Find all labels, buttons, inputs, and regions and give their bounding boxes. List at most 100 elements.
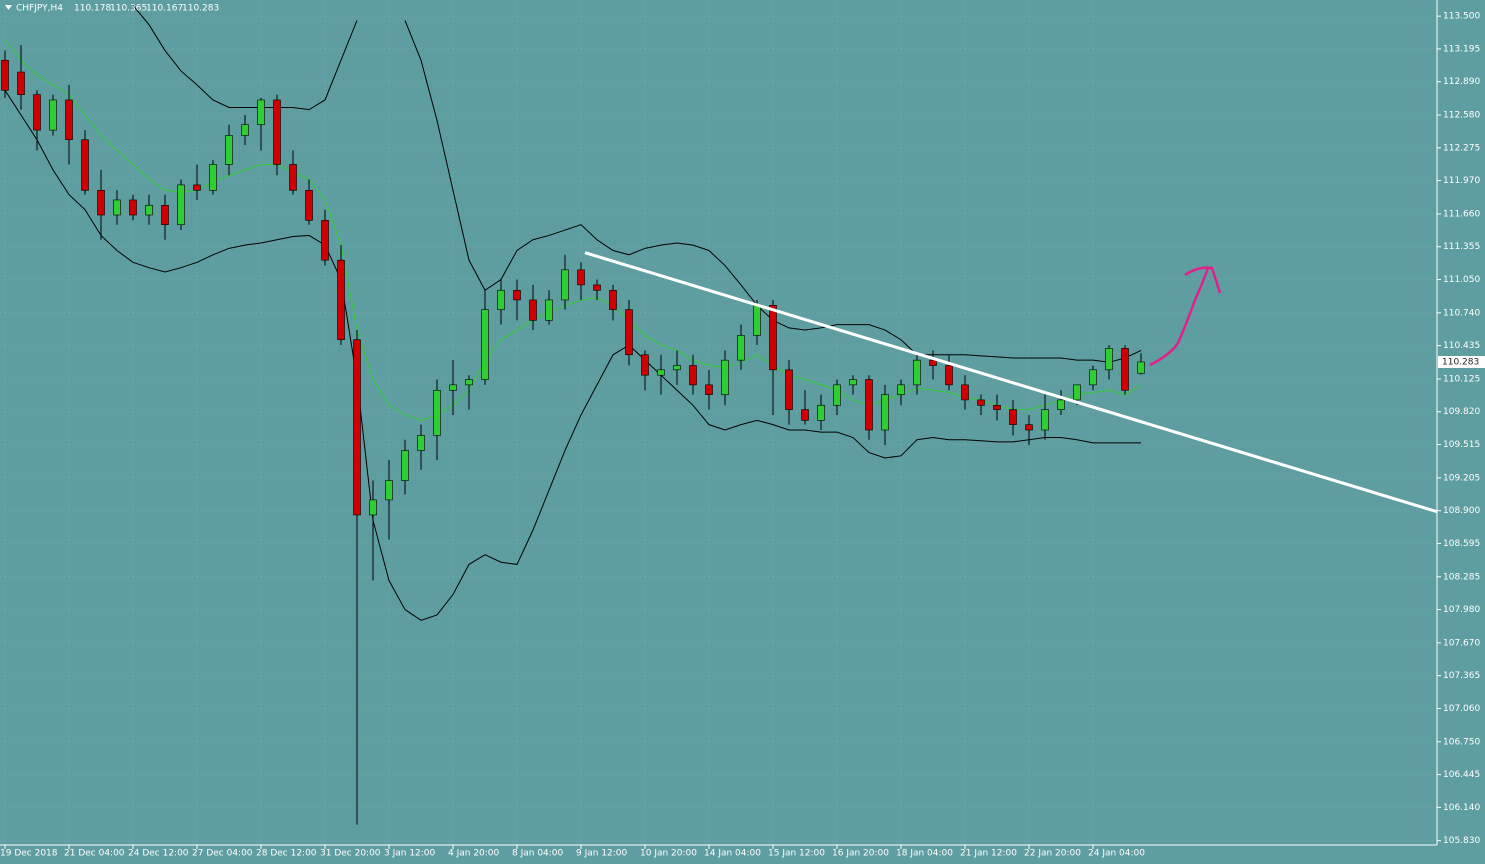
- y-tick-label: 108.595: [1443, 539, 1480, 549]
- y-tick-label: 108.285: [1443, 572, 1480, 582]
- candle-body: [433, 389, 441, 436]
- x-tick-label: 24 Jan 04:00: [1088, 849, 1145, 859]
- candle-body: [529, 299, 537, 321]
- candle-body: [705, 384, 713, 395]
- y-tick-label: 106.140: [1443, 803, 1480, 813]
- x-tick-label: 21 Jan 12:00: [960, 849, 1017, 859]
- y-tick-label: 106.445: [1443, 770, 1480, 780]
- candle-body: [97, 189, 105, 216]
- candle-body: [737, 335, 745, 361]
- y-tick-label: 107.670: [1443, 638, 1480, 648]
- candle-body: [897, 384, 905, 395]
- candle-body: [465, 379, 473, 386]
- y-tick-label: 112.275: [1443, 143, 1480, 153]
- candle-body: [145, 205, 153, 216]
- candle-body: [1137, 361, 1145, 374]
- y-tick-label: 106.750: [1443, 737, 1480, 747]
- candle-body: [1073, 384, 1081, 401]
- candle-body: [673, 365, 681, 371]
- candle-body: [561, 269, 569, 301]
- x-tick-label: 19 Dec 2018: [0, 849, 58, 859]
- candle-body: [385, 480, 393, 501]
- candle-body: [769, 305, 777, 371]
- header-low: 110.167: [146, 4, 183, 14]
- header-high: 110.365: [110, 4, 147, 14]
- y-tick-label: 110.125: [1443, 374, 1480, 384]
- candle-body: [1025, 424, 1033, 431]
- current-price-label: 110.283: [1442, 357, 1479, 367]
- x-tick-label: 10 Jan 20:00: [640, 849, 697, 859]
- candle-body: [1009, 409, 1017, 425]
- candle-body: [321, 220, 329, 261]
- drawn-arrow: [1149, 267, 1210, 367]
- y-tick-label: 113.195: [1443, 44, 1480, 54]
- candle-body: [801, 409, 809, 421]
- x-tick-label: 16 Jan 20:00: [832, 849, 889, 859]
- y-tick-label: 108.900: [1443, 506, 1480, 516]
- candle-body: [977, 399, 985, 406]
- y-tick-label: 113.500: [1443, 12, 1480, 22]
- y-tick-label: 111.355: [1443, 242, 1480, 252]
- x-tick-label: 24 Dec 12:00: [128, 849, 189, 859]
- candle-body: [129, 199, 137, 216]
- candle-body: [305, 189, 313, 221]
- candle-body: [481, 309, 489, 380]
- candle-body: [1089, 369, 1097, 386]
- candle-body: [49, 99, 57, 131]
- candle-body: [81, 139, 89, 191]
- candle-body: [353, 339, 361, 516]
- candle-body: [1, 59, 9, 91]
- x-tick-label: 9 Jan 12:00: [576, 849, 628, 859]
- candle-body: [785, 369, 793, 410]
- y-tick-label: 109.515: [1443, 440, 1480, 450]
- indicator-line: [4, 90, 1141, 621]
- x-tick-label: 8 Jan 04:00: [512, 849, 564, 859]
- candle-body: [577, 269, 585, 286]
- x-tick-label: 27 Dec 04:00: [192, 849, 253, 859]
- y-tick-label: 111.050: [1443, 275, 1480, 285]
- candle-body: [929, 359, 937, 366]
- candle-body: [545, 299, 553, 321]
- indicator-line: [4, 39, 1142, 421]
- candle-body: [65, 99, 73, 141]
- candle-body: [369, 499, 377, 516]
- candle-body: [593, 284, 601, 291]
- candle-body: [1105, 348, 1113, 371]
- candle-body: [1121, 348, 1129, 391]
- x-tick-label: 21 Dec 04:00: [64, 849, 125, 859]
- candle-body: [657, 369, 665, 376]
- x-tick-label: 31 Dec 20:00: [320, 849, 381, 859]
- symbol-title: CHFJPY,H4: [16, 4, 63, 14]
- x-tick-label: 28 Dec 12:00: [256, 849, 317, 859]
- candle-body: [993, 404, 1001, 410]
- candle-body: [289, 164, 297, 191]
- x-tick-label: 22 Jan 20:00: [1024, 849, 1081, 859]
- candle-body: [753, 305, 761, 336]
- y-tick-label: 112.890: [1443, 77, 1480, 87]
- trend-line: [584, 251, 1437, 514]
- candle-body: [961, 384, 969, 401]
- candle-body: [401, 450, 409, 481]
- candle-body: [177, 184, 185, 225]
- header-open: 110.178: [74, 4, 111, 14]
- current-price-box: [1438, 355, 1485, 368]
- candle-body: [113, 199, 121, 216]
- drawn-arrow-head: [1184, 266, 1222, 294]
- candle-body: [193, 184, 201, 191]
- candle-body: [17, 71, 25, 95]
- candle-body: [1057, 399, 1065, 410]
- y-tick-label: 111.970: [1443, 176, 1480, 186]
- header-close: 110.283: [182, 4, 219, 14]
- candle-body: [833, 384, 841, 406]
- y-tick-label: 109.820: [1443, 407, 1480, 417]
- candle-body: [257, 99, 265, 126]
- plot-area: [0, 0, 1437, 845]
- candle-body: [225, 135, 233, 165]
- y-tick-label: 107.060: [1443, 704, 1480, 714]
- candle-body: [513, 289, 521, 301]
- candle-body: [865, 379, 873, 431]
- candle-body: [209, 164, 217, 191]
- candle-body: [881, 394, 889, 431]
- x-tick-label: 14 Jan 04:00: [704, 849, 761, 859]
